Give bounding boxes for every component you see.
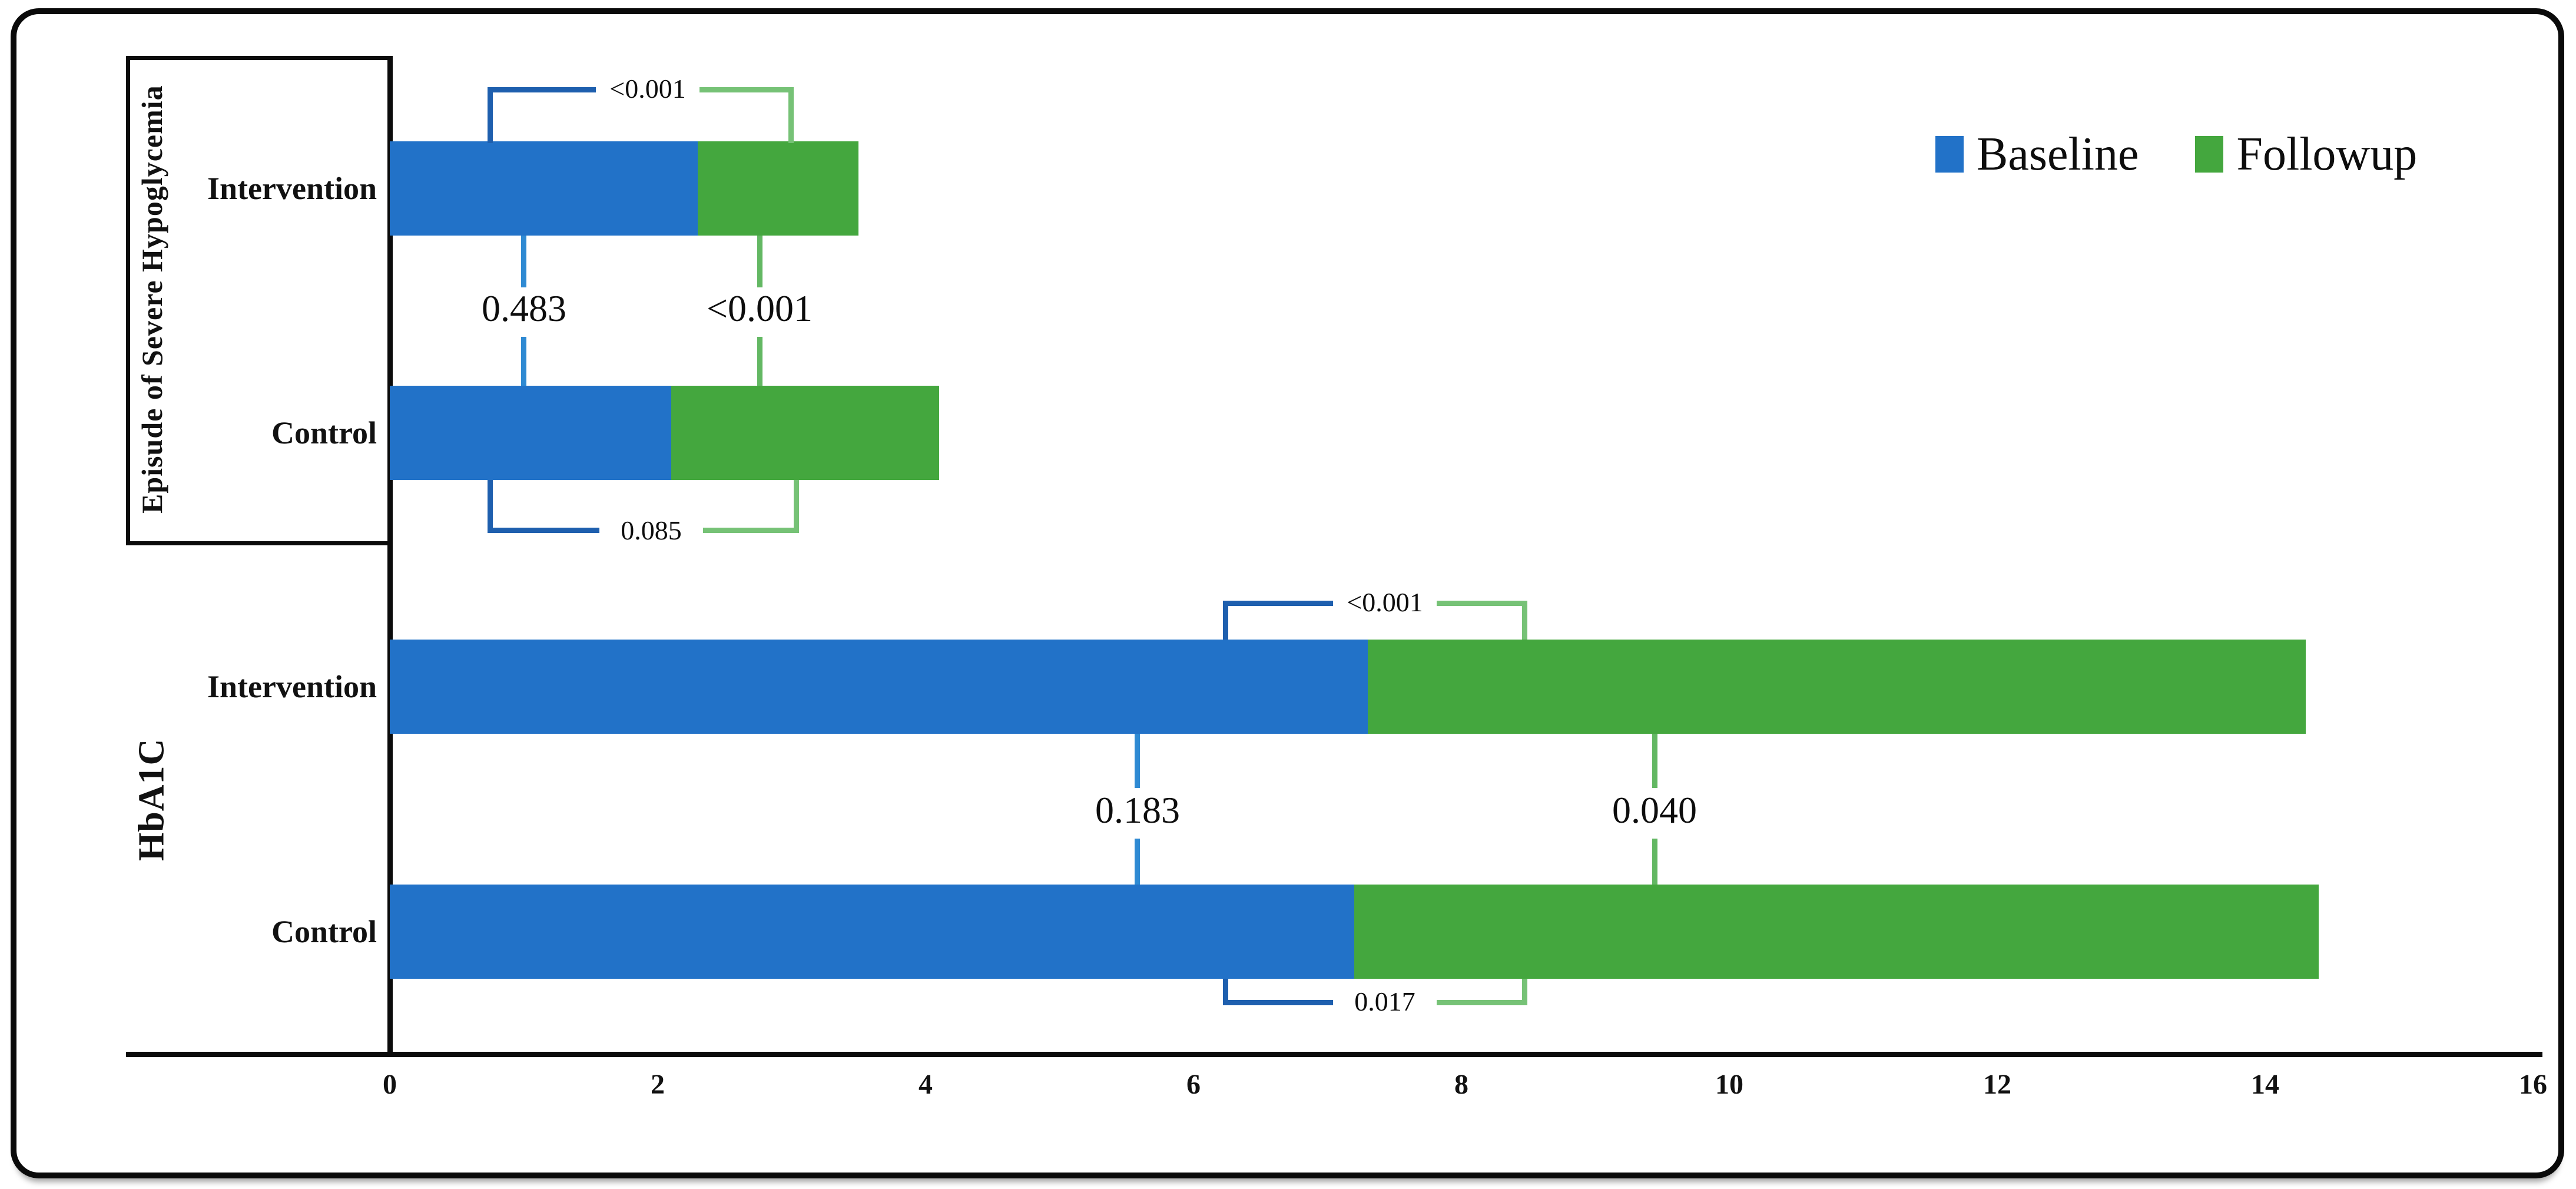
legend-label-followup: Followup	[2236, 128, 2418, 180]
p-value-label: 0.183	[1067, 791, 1208, 829]
x-tick-label: 10	[1715, 1069, 1743, 1100]
baseline-segment	[390, 141, 698, 236]
legend-item-followup: Followup	[2195, 131, 2417, 178]
section-label-hypoglycemia: Episude of Severe Hypoglycemia	[135, 85, 168, 514]
x-tick-label: 14	[2251, 1069, 2279, 1100]
bracket-line	[1522, 601, 1527, 640]
p-value-label: 0.040	[1584, 791, 1725, 829]
connector-line	[521, 337, 526, 386]
bar-hypo-control	[390, 386, 939, 480]
baseline-segment	[390, 386, 671, 480]
connector-line	[1135, 734, 1140, 788]
p-value-label: 0.483	[453, 290, 595, 327]
x-tick-label: 0	[383, 1069, 397, 1100]
x-tick-label: 6	[1186, 1069, 1201, 1100]
row-label-hba1c-intervention: Intervention	[207, 669, 377, 704]
baseline-swatch-icon	[1935, 136, 1964, 173]
bracket-line	[1435, 601, 1527, 606]
followup-segment	[1368, 640, 2306, 734]
bracket-line	[702, 528, 799, 533]
row-label-hypo-control: Control	[271, 415, 377, 451]
bracket-line	[794, 480, 799, 533]
outer-frame	[11, 8, 2564, 1178]
connector-line	[1652, 734, 1657, 788]
connector-line	[1135, 839, 1140, 885]
bracket-line	[488, 528, 601, 533]
followup-segment	[671, 386, 939, 480]
followup-segment	[698, 141, 858, 236]
connector-line	[757, 337, 762, 386]
x-tick-label: 8	[1454, 1069, 1468, 1100]
followup-segment	[1354, 885, 2319, 979]
legend-item-baseline: Baseline	[1935, 131, 2139, 178]
p-value-label: <0.001	[1333, 589, 1437, 616]
bracket-line	[699, 87, 794, 92]
connector-line	[521, 236, 526, 287]
p-value-label: <0.001	[596, 75, 699, 102]
x-tick-label: 2	[651, 1069, 665, 1100]
bracket-line	[488, 87, 493, 143]
row-label-hba1c-control: Control	[271, 914, 377, 949]
legend-label-baseline: Baseline	[1977, 128, 2139, 180]
followup-swatch-icon	[2195, 136, 2224, 173]
bracket-line	[488, 480, 493, 533]
connector-line	[757, 236, 762, 287]
p-value-label: <0.001	[689, 290, 830, 327]
bracket-line	[1435, 1000, 1527, 1005]
bar-hba1c-control	[390, 885, 2319, 979]
y-axis-line	[387, 56, 393, 1056]
p-value-label: 0.017	[1333, 988, 1437, 1015]
p-value-label: 0.085	[599, 517, 703, 544]
bar-hypo-intervention	[390, 141, 858, 236]
bar-hba1c-intervention	[390, 640, 2306, 734]
bracket-line	[1223, 601, 1335, 606]
x-tick-label: 12	[1983, 1069, 2011, 1100]
x-tick-label: 16	[2519, 1069, 2547, 1100]
legend: Baseline Followup	[1935, 125, 2417, 184]
bracket-line	[1223, 1000, 1335, 1005]
bracket-line	[1223, 601, 1228, 640]
x-axis-line	[126, 1052, 2542, 1057]
connector-line	[1652, 839, 1657, 885]
section-label-hba1c: HbA1C	[131, 738, 172, 862]
bracket-line	[1522, 979, 1527, 1005]
bracket-line	[1223, 979, 1228, 1005]
bracket-line	[488, 87, 598, 92]
row-label-hypo-intervention: Intervention	[207, 171, 377, 206]
baseline-segment	[390, 885, 1354, 979]
baseline-segment	[390, 640, 1368, 734]
bracket-line	[788, 87, 794, 143]
x-tick-label: 4	[919, 1069, 933, 1100]
